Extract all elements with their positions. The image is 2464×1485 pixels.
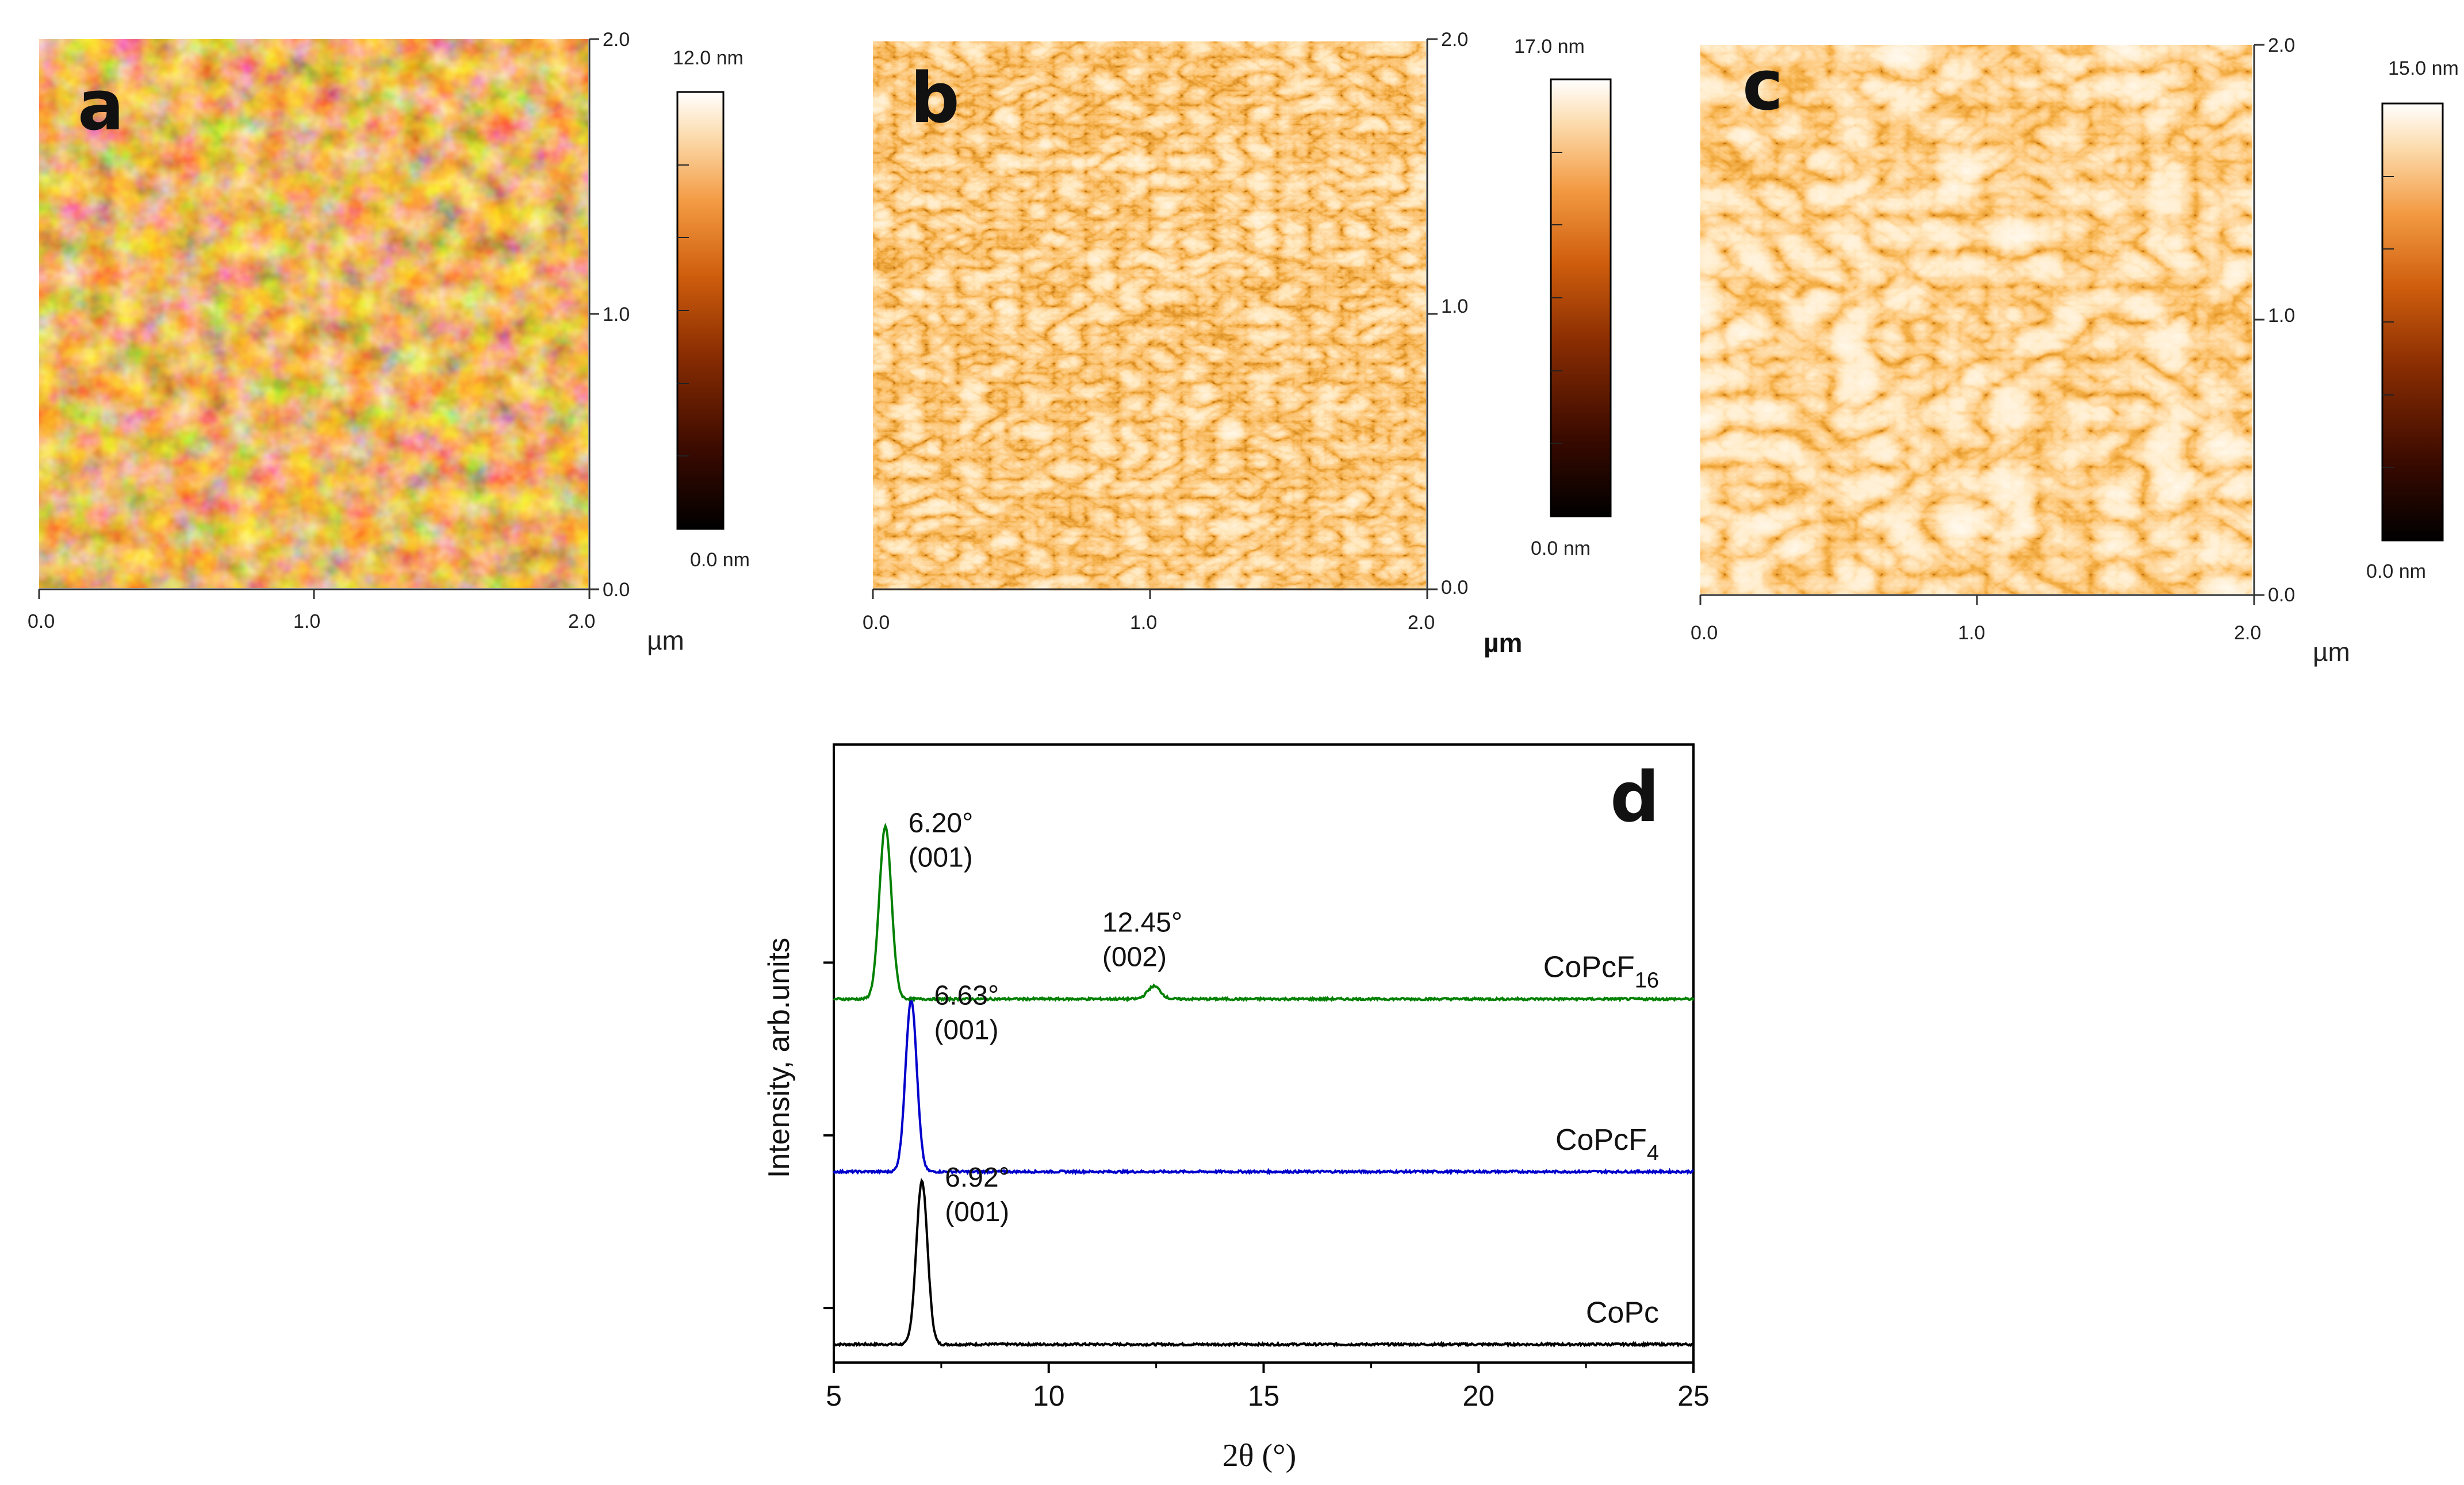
afm-scale-min-c: 0.0 nm	[2366, 561, 2426, 582]
xrd-annotations: CoPc 6.92° (001) CoPcF4 6.63° (001) CoPcF16 6.2…	[909, 808, 1659, 1329]
afm-ytick-a-0: 0.0	[603, 579, 630, 601]
afm-letter-b: b	[910, 59, 960, 139]
afm-unit-b: µm	[1484, 628, 1522, 658]
afm-xtick-b-1: 1.0	[1130, 612, 1157, 634]
xrd-series-label-CoPc: CoPc	[1586, 1296, 1659, 1329]
afm-scale-max-c: 15.0 nm	[2388, 57, 2459, 79]
afm-scale-min-a: 0.0 nm	[690, 549, 750, 571]
xrd-peak-index-label: (001)	[909, 842, 973, 873]
xrd-y-axis-title: Intensity, arb.units	[762, 938, 796, 1178]
afm-xtick-a-2: 2.0	[568, 611, 595, 632]
xrd-series-line-CoPc	[833, 1177, 1694, 1348]
xrd-peak-index-label: (002)	[1102, 942, 1167, 973]
xrd-series-label-CoPcF4: CoPcF4	[1555, 1123, 1659, 1165]
xrd-x-tick-label: 15	[1248, 1380, 1280, 1412]
afm-letter-a: a	[78, 66, 124, 146]
xrd-series-line-CoPcF16	[833, 822, 1695, 1003]
afm-xtick-b-2: 2.0	[1408, 612, 1435, 634]
xrd-series-label-CoPcF16: CoPcF16	[1543, 951, 1659, 993]
afm-scale-max-a: 12.0 nm	[673, 47, 744, 69]
xrd-panel-d: d 5 10 15 20 25 CoPc 6.92° (001) CoPcF4 6.63° (00…	[762, 743, 1710, 1474]
afm-texture-b	[873, 41, 1426, 590]
xrd-series-group	[833, 822, 1695, 1348]
xrd-x-tick-label: 5	[826, 1380, 842, 1412]
xrd-peak-angle-label: 12.45°	[1102, 908, 1182, 938]
xrd-y-ticks	[823, 961, 834, 1310]
afm-ytick-a-1: 1.0	[603, 304, 630, 325]
xrd-x-tick-label: 20	[1462, 1380, 1495, 1412]
afm-letter-c: c	[1742, 46, 1783, 126]
afm-xtick-b-0: 0.0	[863, 612, 890, 634]
afm-xtick-a-0: 0.0	[28, 611, 55, 632]
xrd-x-tick-label: 25	[1677, 1380, 1710, 1412]
afm-panel-c: c 2.0 1.0 0.0 0.0 1.0 2.0 µm 15.0 nm 0.0…	[1691, 34, 2459, 667]
xrd-peak-index-label: (001)	[934, 1015, 999, 1046]
afm-texture-a	[39, 39, 588, 588]
xrd-peak-angle-label: 6.63°	[934, 981, 999, 1011]
afm-xtick-c-1: 1.0	[1958, 622, 1985, 644]
afm-ytick-a-2: 2.0	[603, 29, 630, 51]
xrd-x-tick-label: 10	[1033, 1380, 1065, 1412]
afm-texture-c	[1700, 45, 2252, 594]
xrd-peak-angle-label: 6.92°	[945, 1162, 1010, 1193]
afm-xtick-c-0: 0.0	[1691, 622, 1718, 644]
xrd-panel-letter: d	[1610, 758, 1660, 838]
afm-ytick-c-1: 1.0	[2268, 305, 2295, 327]
afm-scale-min-b: 0.0 nm	[1531, 538, 1591, 559]
afm-scale-max-b: 17.0 nm	[1514, 36, 1585, 57]
afm-panel-b: b 2.0 1.0 0.0 0.0 1.0 2.0 µm 17.0 nm 0.0…	[863, 29, 1612, 658]
afm-ytick-c-0: 0.0	[2268, 584, 2295, 606]
afm-ytick-b-1: 1.0	[1441, 296, 1468, 317]
afm-panel-a: a 2.0 1.0 0.0 0.0 1.0 2.0 µm 12.0 nm 0.0…	[28, 29, 750, 655]
afm-xtick-a-1: 1.0	[293, 611, 320, 632]
afm-ytick-b-0: 0.0	[1441, 577, 1468, 598]
afm-ytick-c-2: 2.0	[2268, 34, 2295, 56]
xrd-series-line-CoPcF4	[833, 995, 1695, 1176]
xrd-x-ticks: 5 10 15 20 25	[826, 1363, 1710, 1412]
xrd-peak-angle-label: 6.20°	[909, 808, 974, 838]
afm-xtick-c-2: 2.0	[2234, 622, 2261, 644]
afm-unit-c: µm	[2313, 637, 2350, 667]
afm-unit-a: µm	[647, 626, 684, 655]
xrd-peak-index-label: (001)	[945, 1197, 1009, 1227]
afm-ytick-b-2: 2.0	[1441, 29, 1468, 51]
xrd-x-axis-title: 2θ (°)	[1223, 1438, 1297, 1474]
